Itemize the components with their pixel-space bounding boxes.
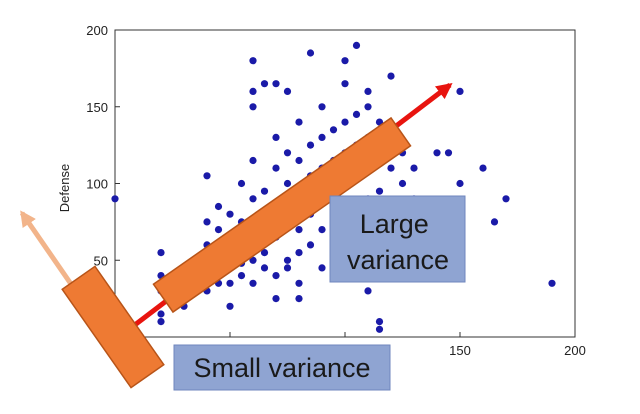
- scatter-point: [249, 256, 257, 264]
- scatter-point: [295, 226, 303, 234]
- scatter-point: [375, 318, 384, 326]
- scatter-point: [364, 287, 372, 295]
- scatter-point: [410, 164, 418, 172]
- small-variance-label-box: [173, 344, 391, 391]
- scatter-point: [490, 218, 499, 226]
- scatter-point: [502, 195, 510, 203]
- x-tick-label: 200: [564, 343, 586, 358]
- y-axis-ticks: 50 100 150 200: [86, 23, 120, 268]
- scatter-point: [341, 80, 349, 88]
- scatter-point: [387, 164, 395, 172]
- y-tick-label: 50: [94, 253, 108, 268]
- scatter-point: [329, 126, 338, 134]
- scatter-point: [157, 249, 165, 257]
- large-variance-bar: [152, 116, 412, 314]
- scatter-point: [352, 41, 361, 50]
- scatter-point: [249, 103, 257, 111]
- scatter-point: [226, 302, 234, 310]
- small-variance-bar: [61, 265, 165, 389]
- scatter-point: [272, 164, 280, 172]
- scatter-point: [295, 295, 303, 303]
- scatter-point: [203, 218, 211, 226]
- scatter-point: [203, 172, 211, 180]
- scatter-point: [318, 226, 326, 234]
- scatter-point: [444, 149, 453, 157]
- scatter-point: [249, 279, 257, 287]
- small-variance-label: Small variance: [193, 353, 370, 383]
- scatter-point: [283, 149, 292, 157]
- scatter-point: [226, 210, 234, 218]
- scatter-point: [352, 110, 361, 118]
- scatter-point: [249, 156, 257, 165]
- scatter-point: [157, 318, 165, 326]
- scatter-point: [456, 179, 464, 188]
- scatter-point: [306, 241, 315, 249]
- scatter-point: [272, 272, 280, 280]
- scatter-point: [272, 295, 280, 303]
- scatter-point: [318, 264, 326, 272]
- scatter-point: [260, 264, 269, 272]
- scatter-point: [214, 202, 223, 211]
- scatter-point: [306, 141, 315, 149]
- scatter-point: [479, 164, 487, 172]
- y-axis-label: Defense: [57, 164, 72, 212]
- scatter-point: [260, 187, 269, 195]
- large-variance-label: Large variance: [347, 209, 449, 275]
- scatter-point: [249, 57, 257, 65]
- scatter-point: [249, 87, 257, 95]
- scatter-point: [295, 118, 303, 126]
- scatter-point: [433, 149, 441, 157]
- scatter-point: [548, 279, 556, 287]
- scatter-point: [375, 187, 384, 195]
- scatter-point: [283, 179, 292, 188]
- scatter-point: [398, 179, 407, 188]
- scatter-point: [214, 226, 223, 234]
- scatter-point: [306, 49, 315, 57]
- x-tick-label: 150: [449, 343, 471, 358]
- scatter-point: [318, 103, 326, 111]
- scatter-point: [157, 310, 165, 318]
- y-tick-label: 150: [86, 100, 108, 115]
- scatter-point: [283, 264, 292, 272]
- scatter-point: [318, 133, 326, 141]
- scatter-point: [226, 279, 234, 287]
- scatter-point: [111, 195, 119, 203]
- y-tick-label: 100: [86, 177, 108, 192]
- scatter-point: [260, 80, 269, 88]
- scatter-point: [456, 87, 464, 95]
- scatter-point: [272, 133, 280, 141]
- scatter-point: [387, 72, 395, 80]
- scatter-point: [295, 279, 303, 287]
- scatter-point: [364, 103, 372, 111]
- scatter-point: [272, 80, 280, 88]
- y-tick-label: 200: [86, 23, 108, 38]
- scatter-point: [375, 325, 384, 333]
- scatter-point: [237, 272, 246, 280]
- scatter-point: [341, 57, 349, 65]
- large-variance-label-box: [329, 195, 466, 283]
- scatter-point: [364, 87, 372, 95]
- scatter-point: [295, 156, 303, 165]
- scatter-point: [295, 249, 303, 257]
- scatter-point: [283, 256, 292, 264]
- scatter-point: [237, 179, 246, 188]
- scatter-point: [283, 87, 292, 95]
- scatter-point: [341, 118, 349, 126]
- scatter-point: [249, 195, 257, 203]
- scatter-point: [260, 249, 269, 257]
